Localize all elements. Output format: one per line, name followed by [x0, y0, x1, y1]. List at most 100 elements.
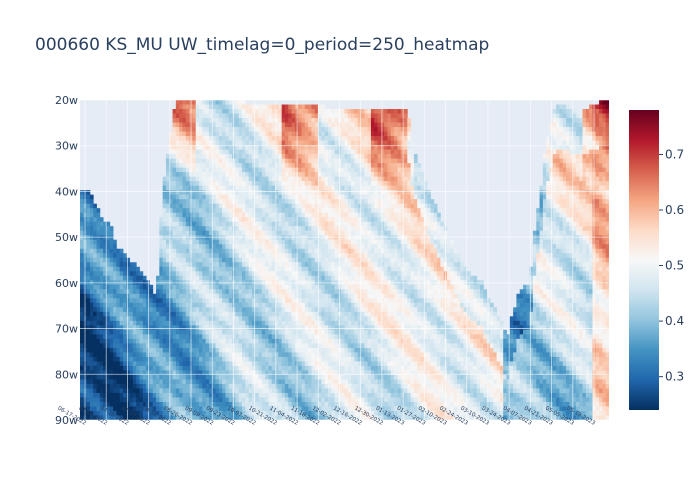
heatmap-cell — [99, 352, 104, 358]
heatmap-cell — [86, 289, 91, 295]
heatmap-cell — [86, 325, 91, 331]
heatmap-cell — [281, 266, 286, 272]
heatmap-cell — [235, 199, 240, 205]
heatmap-cell — [301, 347, 306, 353]
heatmap-cell — [232, 185, 236, 191]
heatmap-cell — [261, 275, 266, 281]
heatmap-cell — [175, 158, 180, 164]
heatmap-cell — [106, 275, 111, 281]
heatmap-cell — [242, 167, 246, 173]
heatmap-cell — [185, 379, 190, 385]
heatmap-cell — [238, 167, 243, 173]
heatmap-cell — [179, 181, 183, 187]
heatmap-cell — [291, 311, 296, 317]
heatmap-cell — [222, 298, 226, 304]
heatmap-cell — [169, 266, 173, 272]
heatmap-cell — [265, 406, 269, 412]
heatmap-cell — [208, 140, 213, 146]
heatmap-cell — [86, 271, 91, 277]
heatmap-cell — [113, 365, 117, 371]
heatmap-cell — [225, 383, 230, 389]
heatmap-cell — [232, 365, 236, 371]
heatmap-cell — [199, 131, 203, 137]
heatmap-cell — [93, 338, 97, 344]
heatmap-cell — [288, 302, 292, 308]
heatmap-cell — [93, 248, 97, 254]
heatmap-cell — [255, 388, 259, 394]
heatmap-cell — [99, 383, 104, 389]
heatmap-cell — [212, 181, 216, 187]
heatmap-cell — [179, 379, 183, 385]
heatmap-cell — [291, 298, 296, 304]
heatmap-cell — [261, 356, 266, 362]
heatmap-cell — [291, 127, 296, 132]
heatmap-cell — [169, 406, 173, 412]
heatmap-cell — [99, 388, 104, 394]
heatmap-cell — [172, 239, 177, 245]
heatmap-cell — [258, 266, 263, 272]
heatmap-cell — [182, 266, 187, 272]
heatmap-cell — [215, 320, 220, 326]
heatmap-cell — [175, 289, 180, 295]
heatmap-cell — [238, 370, 243, 376]
heatmap-cell — [109, 410, 114, 416]
heatmap-cell — [327, 185, 332, 191]
heatmap-cell — [324, 149, 329, 155]
heatmap-cell — [291, 131, 296, 137]
heatmap-cell — [222, 415, 226, 420]
heatmap-cell — [215, 271, 220, 277]
heatmap-cell — [341, 181, 345, 187]
heatmap-cell — [265, 149, 269, 155]
heatmap-cell — [341, 122, 345, 128]
heatmap-cell — [298, 334, 302, 340]
heatmap-cell — [242, 235, 246, 241]
heatmap-cell — [136, 361, 140, 367]
heatmap-cell — [275, 293, 279, 299]
heatmap-cell — [218, 383, 223, 389]
heatmap-cell — [334, 383, 339, 389]
heatmap-cell — [255, 325, 259, 331]
heatmap-cell — [222, 167, 226, 173]
heatmap-cell — [318, 316, 322, 322]
heatmap-cell — [122, 307, 127, 313]
heatmap-cell — [284, 397, 289, 403]
heatmap-cell — [258, 190, 263, 196]
heatmap-cell — [242, 302, 246, 308]
heatmap-cell — [103, 230, 107, 236]
heatmap-cell — [242, 199, 246, 205]
heatmap-cell — [288, 253, 292, 259]
heatmap-cell — [179, 397, 183, 403]
heatmap-cell — [222, 199, 226, 205]
heatmap-cell — [238, 140, 243, 146]
heatmap-cell — [288, 185, 292, 191]
heatmap-cell — [268, 127, 273, 132]
heatmap-cell — [165, 266, 170, 272]
heatmap-cell — [126, 397, 130, 403]
heatmap-cell — [341, 334, 345, 340]
heatmap-cell — [298, 244, 302, 250]
heatmap-cell — [344, 388, 349, 394]
heatmap-cell — [208, 100, 213, 105]
heatmap-cell — [235, 113, 240, 119]
heatmap-cell — [165, 401, 170, 407]
heatmap-cell — [116, 392, 121, 398]
heatmap-cell — [165, 230, 170, 236]
heatmap-cell — [113, 338, 117, 344]
heatmap-cell — [159, 217, 164, 223]
heatmap-cell — [314, 118, 319, 123]
heatmap-cell — [182, 392, 187, 398]
heatmap-cell — [232, 104, 236, 110]
heatmap-cell — [165, 194, 170, 200]
heatmap-cell — [109, 392, 114, 398]
heatmap-cell — [103, 316, 107, 322]
heatmap-cell — [152, 365, 157, 371]
heatmap-cell — [212, 271, 216, 277]
heatmap-cell — [268, 266, 273, 272]
heatmap-cell — [106, 298, 111, 304]
heatmap-cell — [149, 352, 154, 358]
heatmap-cell — [242, 131, 246, 137]
heatmap-cell — [192, 401, 197, 407]
heatmap-cell — [113, 253, 117, 259]
heatmap-cell — [258, 172, 263, 178]
heatmap-cell — [212, 320, 216, 326]
